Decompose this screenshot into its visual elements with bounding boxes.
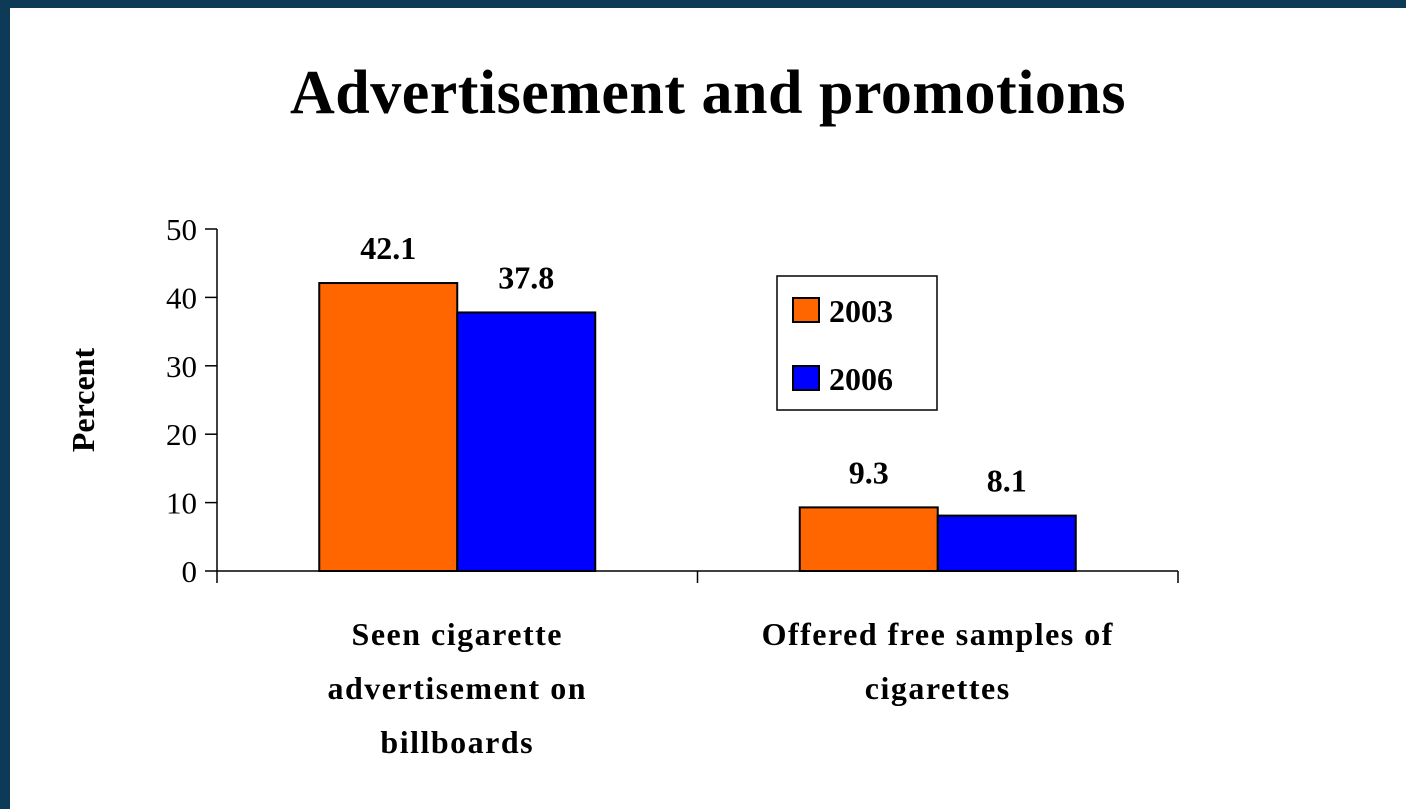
legend-swatch-2003 (792, 297, 820, 323)
bar-2003-cat2 (798, 506, 939, 572)
y-tick-label: 20 (166, 417, 197, 452)
legend-label: 2006 (829, 361, 893, 397)
legend-label: 2003 (829, 293, 893, 329)
y-tick-label: 0 (182, 554, 198, 589)
chart-title: Advertisement and promotions (289, 59, 1127, 127)
x-category-label: billboards (380, 724, 534, 760)
bar-2003-cat1 (318, 282, 459, 572)
bar-2006-cat1 (456, 311, 597, 572)
y-tick-label: 50 (166, 212, 197, 247)
x-category-label: Seen cigarette (352, 616, 563, 652)
data-label: 8.1 (987, 463, 1027, 499)
legend-swatch-2006 (792, 365, 820, 391)
y-tick-label: 40 (166, 280, 197, 315)
y-axis-label: Percent (65, 348, 101, 453)
slide: Advertisement and promotions 0 10 20 30 40 50… (10, 8, 1406, 809)
x-category-label: Offered free samples of (762, 616, 1114, 652)
data-label: 37.8 (498, 259, 554, 295)
y-tick-label: 10 (166, 486, 197, 521)
bar-chart: 0 10 20 30 40 50 Percent 42.1 37.8 Seen cigarette… (65, 212, 1179, 760)
data-label: 9.3 (849, 454, 889, 490)
x-category-label: cigarettes (865, 670, 1011, 706)
bar-2006-cat2 (936, 514, 1077, 573)
data-label: 42.1 (360, 230, 416, 266)
x-category-label: advertisement on (327, 670, 587, 706)
y-tick-label: 30 (166, 349, 197, 384)
